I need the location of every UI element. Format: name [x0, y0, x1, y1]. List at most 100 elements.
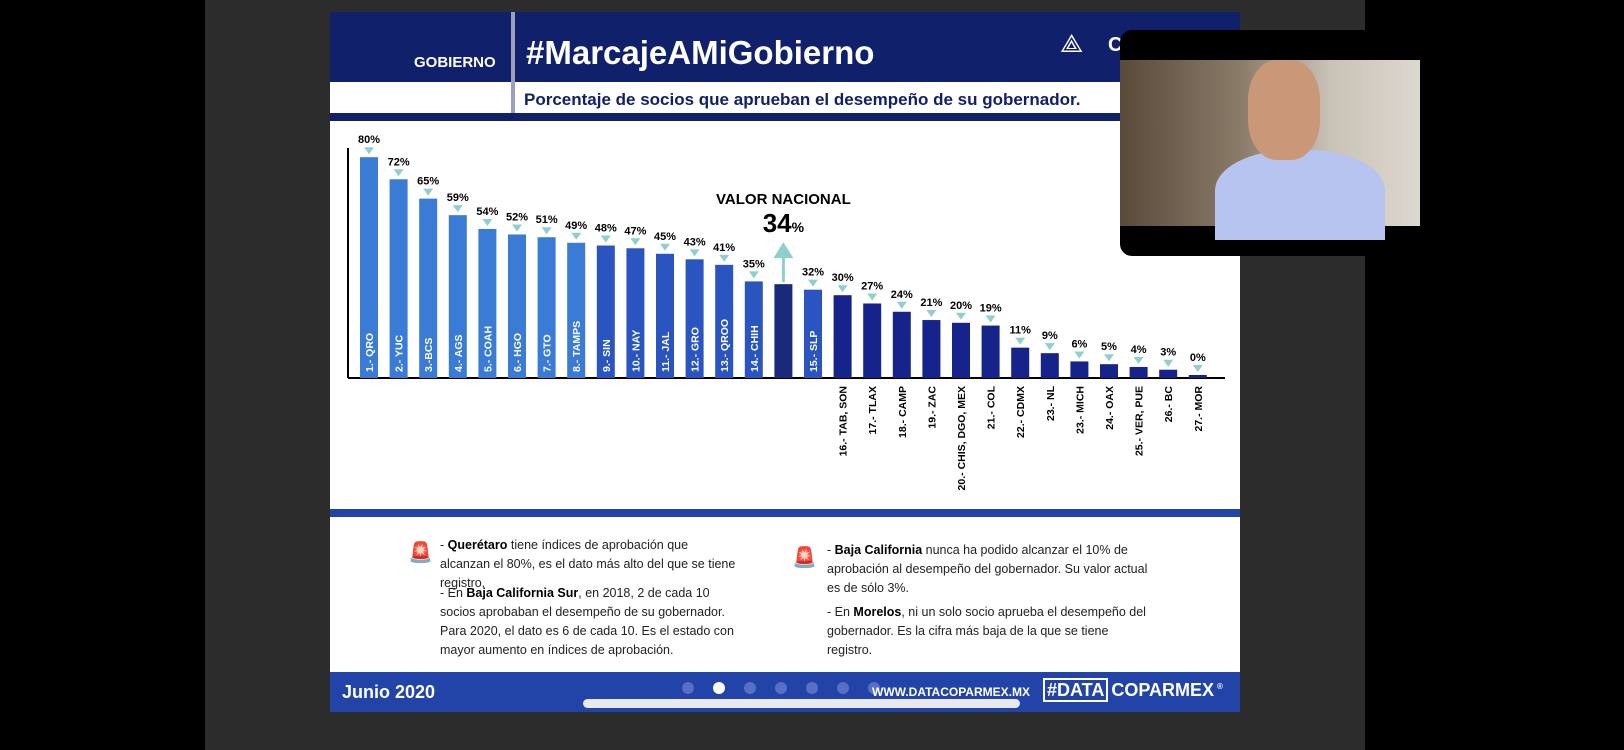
- note-queretaro: - Querétaro tiene índices de aprobación …: [440, 538, 736, 590]
- approval-bar-chart: 80% 1.- QRO 72% 2.- YUC 65% 3.-BCS 59% 4.- AGS 5…: [347, 134, 1225, 490]
- bar: [804, 289, 822, 378]
- value-label: 59%: [447, 192, 469, 204]
- category-label: 11.- JAL: [660, 331, 672, 372]
- green-siren-icon: 🚨: [408, 542, 433, 564]
- bar: [567, 242, 586, 378]
- category-label: 24.- OAX: [1104, 386, 1116, 430]
- slide-subtitle: Porcentaje de socios que aprueban el des…: [524, 90, 1081, 109]
- bar: [419, 198, 438, 378]
- category-label: 4.- AGS: [453, 334, 465, 372]
- category-label: 27.- MOR: [1193, 386, 1205, 432]
- value-marker-icon: [630, 238, 641, 246]
- value-label: 30%: [832, 272, 854, 284]
- bar: [892, 311, 911, 378]
- bar: [981, 325, 1000, 378]
- value-label: 3%: [1160, 347, 1176, 359]
- value-marker-icon: [364, 147, 374, 155]
- footer-date: Junio 2020: [342, 682, 436, 702]
- header-rule: [330, 113, 1240, 121]
- value-label: 32%: [802, 267, 824, 279]
- category-label: 6.- HGO: [512, 333, 524, 372]
- value-label: 24%: [891, 289, 913, 301]
- category-label: 16.- TAB, SON: [838, 386, 850, 456]
- category-label: 21.- COL: [986, 385, 998, 429]
- slide: GOBIERNO #MarcajeAMiGobierno ⟁ C Porcent…: [330, 12, 1240, 712]
- value-label: 21%: [920, 297, 942, 309]
- national-label: VALOR NACIONAL: [716, 191, 851, 208]
- category-label: 19.- ZAC: [926, 386, 938, 429]
- bar: [952, 322, 970, 378]
- value-marker-icon: [689, 249, 700, 257]
- slide-indicator-dot[interactable]: [682, 682, 694, 694]
- slide-indicator-dot[interactable]: [713, 682, 725, 694]
- value-label: 35%: [743, 258, 765, 270]
- value-label: 0%: [1190, 352, 1206, 364]
- value-marker-icon: [541, 227, 552, 235]
- category-label: 2.- YUC: [394, 334, 406, 372]
- national-value: 34%: [763, 208, 805, 238]
- bar: [448, 215, 467, 378]
- value-marker-icon: [985, 315, 996, 323]
- value-marker-icon: [600, 235, 611, 243]
- value-marker-icon: [748, 271, 759, 279]
- value-label: 65%: [417, 176, 439, 188]
- bar: [656, 253, 674, 378]
- category-label: 22.- CDMX: [1015, 386, 1027, 438]
- slide-indicator-dot[interactable]: [775, 682, 787, 694]
- bar: [744, 281, 763, 378]
- category-label: 13.- QROO: [719, 319, 731, 372]
- bar: [1011, 347, 1030, 378]
- slide-title: #MarcajeAMiGobierno: [526, 34, 875, 71]
- value-marker-icon: [482, 218, 493, 226]
- footer-brand: #DATA COPARMEX ®: [1043, 678, 1223, 702]
- bar: [1129, 366, 1148, 378]
- national-arrow-head-icon: [773, 242, 794, 259]
- slide-indicator-dot[interactable]: [744, 682, 756, 694]
- bar: [508, 234, 526, 378]
- bar: [863, 303, 882, 378]
- note-morelos: - En Morelos, ni un solo socio aprueba e…: [827, 605, 1146, 657]
- note-bcs: - En Baja California Sur, en 2018, 2 de …: [440, 586, 734, 657]
- slide-indicator-dot[interactable]: [837, 682, 849, 694]
- bar: [833, 295, 852, 378]
- value-label: 41%: [713, 242, 735, 254]
- bar: [1070, 361, 1089, 378]
- value-label: 45%: [654, 231, 676, 243]
- category-label: 5.- COAH: [482, 326, 494, 372]
- value-marker-icon: [1133, 356, 1144, 364]
- slide-indicator-dot[interactable]: [868, 682, 880, 694]
- value-marker-icon: [660, 243, 670, 251]
- bar: [1188, 375, 1207, 378]
- header-divider: [511, 12, 515, 113]
- category-label: 20.- CHIS, DGO, MEX: [956, 386, 968, 490]
- coparmex-logo-icon: ⟁: [1060, 28, 1084, 58]
- bar: [478, 228, 497, 378]
- category-label: 1.- QRO: [364, 333, 376, 372]
- horizontal-scrollbar[interactable]: [583, 699, 1020, 708]
- value-label: 9%: [1042, 330, 1058, 342]
- category-label: 23.- NL: [1045, 385, 1057, 421]
- slide-indicator-dot[interactable]: [806, 682, 818, 694]
- value-marker-icon: [452, 205, 463, 213]
- bar: [922, 320, 941, 378]
- bar: [1159, 369, 1178, 378]
- category-label: 17.- TLAX: [867, 386, 879, 434]
- category-label: 7.- GTO: [542, 334, 554, 372]
- value-label: 6%: [1071, 338, 1087, 350]
- participant-video[interactable]: [1120, 30, 1420, 256]
- value-label: 54%: [476, 206, 498, 218]
- value-marker-icon: [896, 301, 907, 309]
- value-label: 49%: [565, 220, 587, 232]
- value-marker-icon: [926, 310, 937, 318]
- logo-text: C: [1108, 34, 1123, 56]
- value-marker-icon: [867, 293, 878, 301]
- value-marker-icon: [1104, 354, 1114, 362]
- value-label: 5%: [1101, 341, 1117, 353]
- value-label: 4%: [1131, 344, 1147, 356]
- value-marker-icon: [719, 254, 730, 262]
- value-label: 80%: [358, 134, 380, 146]
- value-label: 11%: [1009, 325, 1031, 337]
- value-marker-icon: [1015, 337, 1026, 345]
- category-label: 9.- SIN: [601, 339, 613, 372]
- category-label: 10.- NAY: [630, 330, 642, 372]
